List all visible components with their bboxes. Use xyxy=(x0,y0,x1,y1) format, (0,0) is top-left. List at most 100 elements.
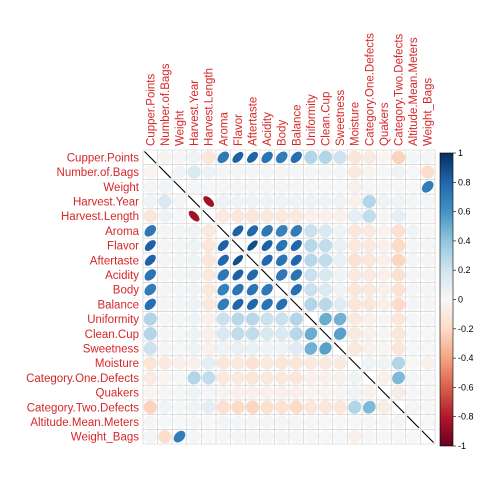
correlation-ellipse xyxy=(274,180,289,194)
correlation-ellipse xyxy=(377,371,391,385)
correlation-ellipse xyxy=(231,327,245,341)
correlation-ellipse xyxy=(406,385,420,400)
correlation-ellipse xyxy=(290,283,302,296)
correlation-ellipse xyxy=(246,151,259,163)
correlation-ellipse xyxy=(348,400,362,414)
correlation-ellipse xyxy=(333,238,347,253)
correlation-ellipse xyxy=(201,341,216,356)
correlation-ellipse xyxy=(304,268,318,282)
correlation-ellipse xyxy=(245,312,260,326)
correlation-ellipse xyxy=(202,268,216,282)
row-label: Number.of.Bags xyxy=(57,167,140,179)
correlation-ellipse xyxy=(391,253,406,267)
correlation-ellipse xyxy=(187,356,201,370)
correlation-ellipse xyxy=(289,327,303,341)
row-label: Weight xyxy=(103,182,139,194)
diagonal-cell xyxy=(421,430,434,443)
correlation-ellipse xyxy=(172,415,187,429)
correlation-ellipse xyxy=(406,327,420,341)
correlation-ellipse xyxy=(377,268,391,282)
correlation-ellipse xyxy=(333,371,347,385)
row-label: Flavor xyxy=(107,241,139,253)
correlation-ellipse xyxy=(377,150,391,165)
colorbar-tick-label: 0.2 xyxy=(458,265,471,275)
correlation-ellipse xyxy=(245,165,260,179)
correlation-ellipse xyxy=(289,312,303,326)
correlation-ellipse xyxy=(231,400,245,414)
correlation-ellipse xyxy=(406,165,420,179)
correlation-ellipse xyxy=(158,327,172,341)
correlation-ellipse xyxy=(289,180,304,194)
correlation-ellipse xyxy=(406,312,420,326)
correlation-ellipse xyxy=(144,225,157,237)
correlation-ellipse xyxy=(143,209,157,223)
correlation-ellipse xyxy=(290,254,302,266)
correlation-ellipse xyxy=(231,209,245,223)
correlation-ellipse xyxy=(377,165,391,179)
correlation-ellipse xyxy=(318,238,333,253)
correlation-ellipse xyxy=(304,356,318,370)
correlation-ellipse xyxy=(216,209,230,223)
correlation-ellipse xyxy=(391,429,406,444)
correlation-ellipse xyxy=(260,312,274,326)
correlation-ellipse xyxy=(391,209,406,223)
row-label: Acidity xyxy=(105,270,139,282)
correlation-ellipse xyxy=(246,298,259,310)
correlation-ellipse xyxy=(187,312,201,326)
correlation-ellipse xyxy=(362,400,376,414)
correlation-ellipse xyxy=(231,371,245,385)
correlation-ellipse xyxy=(304,385,318,400)
correlation-ellipse xyxy=(362,282,376,297)
correlation-ellipse xyxy=(216,341,231,356)
correlation-ellipse xyxy=(406,268,420,282)
correlation-ellipse xyxy=(304,342,318,355)
correlation-ellipse xyxy=(201,415,216,429)
correlation-ellipse xyxy=(391,356,406,370)
correlation-ellipse xyxy=(348,165,362,179)
diagonal-cell xyxy=(319,327,332,341)
correlation-ellipse xyxy=(274,415,289,429)
column-label: Sweetness xyxy=(335,89,347,146)
correlation-ellipse xyxy=(158,400,172,414)
correlation-ellipse xyxy=(362,341,377,356)
correlation-ellipse xyxy=(202,253,216,267)
correlation-ellipse xyxy=(318,268,333,282)
correlation-ellipse xyxy=(391,268,406,282)
correlation-ellipse xyxy=(421,180,434,193)
correlation-ellipse xyxy=(143,341,157,356)
correlation-ellipse xyxy=(362,180,377,194)
correlation-ellipse xyxy=(348,268,362,282)
correlation-ellipse xyxy=(231,165,245,179)
correlation-ellipse xyxy=(289,209,303,223)
correlation-ellipse xyxy=(143,400,157,414)
correlation-ellipse xyxy=(289,429,304,444)
correlation-ellipse xyxy=(231,341,245,356)
correlation-ellipse xyxy=(391,327,406,341)
correlation-ellipse xyxy=(391,385,406,400)
correlation-ellipse xyxy=(187,238,201,253)
correlation-ellipse xyxy=(260,400,274,414)
diagonal-cell xyxy=(275,283,288,296)
correlation-ellipse xyxy=(260,341,274,356)
correlation-ellipse xyxy=(187,180,201,194)
correlation-ellipse xyxy=(348,312,362,326)
correlation-ellipse xyxy=(172,312,187,326)
correlation-ellipse xyxy=(187,297,201,312)
correlation-ellipse xyxy=(333,268,347,282)
correlation-ellipse xyxy=(290,225,303,237)
correlation-ellipse xyxy=(347,429,362,444)
correlation-ellipse xyxy=(348,209,362,223)
correlation-ellipse xyxy=(406,341,420,356)
correlation-ellipse xyxy=(319,312,332,326)
correlation-ellipse xyxy=(173,430,186,443)
correlation-ellipse xyxy=(144,283,157,296)
correlation-ellipse xyxy=(172,341,187,356)
correlation-ellipse xyxy=(260,165,274,179)
correlation-ellipse xyxy=(420,341,435,356)
row-label: Body xyxy=(113,285,139,297)
correlation-ellipse xyxy=(158,371,172,385)
correlation-ellipse xyxy=(420,371,435,385)
correlation-ellipse xyxy=(260,180,274,194)
correlation-ellipse xyxy=(348,150,362,165)
correlation-ellipse xyxy=(187,282,201,297)
